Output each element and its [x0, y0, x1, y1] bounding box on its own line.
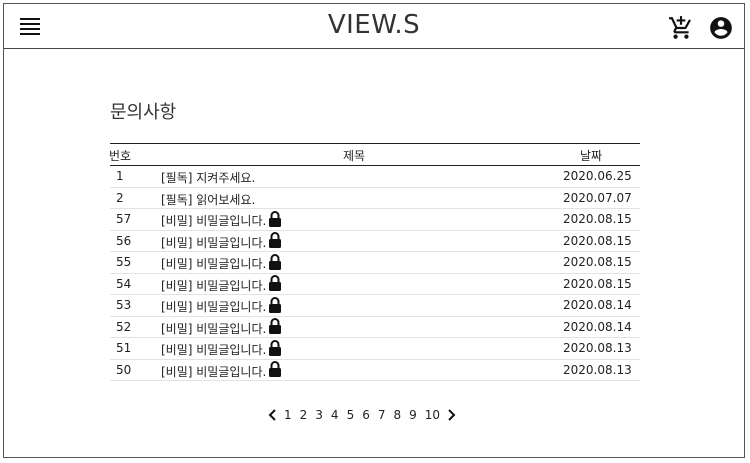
pagination: 1 2 3 4 5 6 7 8 9 10	[266, 405, 458, 425]
lock-icon	[269, 275, 282, 291]
brand-link[interactable]: VIEW.S	[327, 10, 421, 40]
table-row: 50 [비밀] 비밀글입니다. 2020.08.13	[110, 360, 640, 381]
row-title-cell: [필독] 읽어보세요.	[161, 191, 255, 208]
table-row: 2 [필독] 읽어보세요. 2020.07.07	[110, 188, 640, 209]
row-title-link[interactable]: [비밀] 비밀글입니다.	[161, 300, 267, 314]
chevron-left-icon[interactable]	[268, 409, 278, 421]
table-row: 53 [비밀] 비밀글입니다. 2020.08.14	[110, 295, 640, 317]
row-title-cell: [비밀] 비밀글입니다.	[161, 339, 282, 358]
lock-icon	[269, 210, 282, 227]
page-number[interactable]: 10	[424, 408, 441, 422]
row-date: 2020.08.15	[563, 212, 632, 226]
page-number[interactable]: 5	[346, 408, 355, 422]
row-date: 2020.08.15	[563, 276, 632, 291]
row-number: 2	[116, 190, 124, 205]
page-number[interactable]: 9	[409, 408, 417, 422]
row-title-cell: [비밀] 비밀글입니다.	[161, 210, 282, 229]
row-title-link[interactable]: [필독] 지켜주세요.	[161, 171, 256, 185]
row-title-link[interactable]: [비밀] 비밀글입니다.	[161, 257, 267, 271]
row-date: 2020.08.13	[563, 341, 632, 355]
page-number-list: 1 2 3 4 5 6 7 8 9 10	[280, 408, 444, 422]
table-row: 54 [비밀] 비밀글입니다. 2020.08.15	[110, 274, 640, 295]
lock-icon	[269, 361, 282, 377]
row-date: 2020.07.07	[563, 190, 632, 205]
page-frame: VIEW.S 문의사항 번호 제목 날짜 1 [필독] 지켜주세요. 2020.06…	[3, 3, 745, 458]
row-number: 55	[116, 255, 132, 269]
row-number: 51	[116, 341, 132, 355]
table-row: 51 [비밀] 비밀글입니다. 2020.08.13	[110, 338, 640, 360]
page-number[interactable]: 6	[362, 408, 370, 422]
table-header: 번호 제목 날짜	[109, 143, 640, 166]
row-title-cell: [비밀] 비밀글입니다.	[161, 253, 282, 272]
row-title-cell: [비밀] 비밀글입니다.	[161, 318, 282, 337]
top-header: VIEW.S	[4, 4, 744, 49]
lock-icon	[269, 296, 282, 313]
column-header-no: 번호	[109, 149, 132, 163]
row-date: 2020.08.14	[563, 298, 632, 312]
row-title-cell: [비밀] 비밀글입니다.	[161, 296, 282, 315]
row-title-link[interactable]: [필독] 읽어보세요.	[161, 192, 256, 207]
row-number: 54	[116, 276, 132, 291]
row-title-cell: [비밀] 비밀글입니다.	[161, 232, 282, 251]
row-number: 57	[116, 212, 132, 226]
page-number[interactable]: 7	[377, 408, 386, 422]
lock-icon	[269, 232, 282, 248]
row-date: 2020.06.25	[563, 169, 632, 183]
row-title-link[interactable]: [비밀] 비밀글입니다.	[161, 321, 267, 336]
column-header-date: 날짜	[580, 149, 603, 163]
table-row: 52 [비밀] 비밀글입니다. 2020.08.14	[110, 317, 640, 338]
inquiry-table: 번호 제목 날짜 1 [필독] 지켜주세요. 2020.06.25 2 [필독] 읽어보…	[109, 143, 640, 381]
row-title-link[interactable]: [비밀] 비밀글입니다.	[161, 278, 267, 293]
row-date: 2020.08.13	[563, 362, 632, 377]
page-number[interactable]: 2	[299, 408, 308, 422]
row-number: 56	[116, 233, 132, 248]
row-number: 52	[116, 319, 132, 334]
page-number[interactable]: 1	[284, 408, 292, 422]
column-header-title: 제목	[343, 149, 366, 163]
brand-logo: VIEW.S	[4, 10, 744, 40]
table-row: 56 [비밀] 비밀글입니다. 2020.08.15	[110, 231, 640, 252]
cart-add-icon[interactable]	[668, 15, 694, 41]
row-title-link[interactable]: [비밀] 비밀글입니다.	[161, 343, 267, 357]
hamburger-menu-icon[interactable]	[20, 18, 40, 35]
lock-icon	[269, 253, 282, 270]
table-row: 57 [비밀] 비밀글입니다. 2020.08.15	[110, 209, 640, 231]
lock-icon	[269, 318, 282, 334]
row-title-cell: [비밀] 비밀글입니다.	[161, 361, 282, 380]
row-title-link[interactable]: [비밀] 비밀글입니다.	[161, 214, 267, 228]
row-date: 2020.08.15	[563, 233, 632, 248]
row-title-cell: [비밀] 비밀글입니다.	[161, 275, 282, 294]
chevron-right-icon[interactable]	[446, 409, 456, 421]
row-title-link[interactable]: [비밀] 비밀글입니다.	[161, 235, 267, 250]
table-body: 1 [필독] 지켜주세요. 2020.06.25 2 [필독] 읽어보세요. 2020.0…	[110, 166, 640, 381]
page-number[interactable]: 8	[393, 408, 402, 422]
page-title: 문의사항	[110, 102, 177, 123]
row-date: 2020.08.15	[563, 255, 632, 269]
row-number: 53	[116, 298, 132, 312]
table-row: 1 [필독] 지켜주세요. 2020.06.25	[110, 166, 640, 188]
row-title-cell: [필독] 지켜주세요.	[161, 169, 255, 186]
row-number: 50	[116, 362, 132, 377]
account-circle-icon[interactable]	[708, 15, 734, 41]
row-date: 2020.08.14	[563, 319, 632, 334]
row-number: 1	[116, 169, 124, 183]
lock-icon	[269, 339, 282, 356]
row-title-link[interactable]: [비밀] 비밀글입니다.	[161, 364, 267, 379]
page-number[interactable]: 4	[330, 408, 339, 422]
table-row: 55 [비밀] 비밀글입니다. 2020.08.15	[110, 252, 640, 274]
page-number[interactable]: 3	[315, 408, 323, 422]
